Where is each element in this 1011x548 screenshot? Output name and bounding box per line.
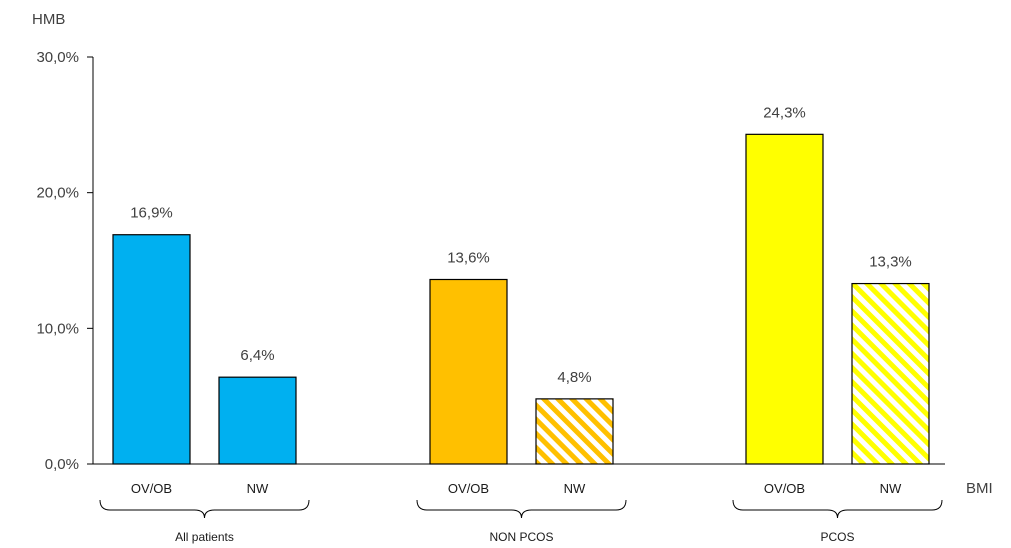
category-label: OV/OB xyxy=(448,481,489,496)
group-brace xyxy=(416,499,627,519)
y-axis-title: HMB xyxy=(32,11,65,28)
data-label: 4,8% xyxy=(557,369,591,386)
category-labels: OV/OB NW OV/OB NW OV/OB NW xyxy=(131,481,902,496)
bar xyxy=(851,282,930,465)
y-tick-label: 20,0% xyxy=(36,185,79,202)
bar xyxy=(218,376,297,465)
group-label: PCOS xyxy=(820,530,854,544)
bar xyxy=(535,398,614,465)
y-tick-label: 0,0% xyxy=(45,456,79,473)
category-label: OV/OB xyxy=(764,481,805,496)
x-axis-title: BMI xyxy=(966,480,993,497)
data-label: 6,4% xyxy=(240,347,274,364)
y-tick-label: 30,0% xyxy=(36,49,79,66)
category-label: NW xyxy=(247,481,269,496)
data-label: 13,3% xyxy=(869,254,912,271)
y-tick-label: 10,0% xyxy=(36,320,79,337)
bars xyxy=(112,133,930,465)
data-labels: 16,9% 6,4% 13,6% 4,8% 24,3% 13,3% xyxy=(130,104,912,386)
data-label: 24,3% xyxy=(763,104,806,121)
y-axis: 0,0% 10,0% 20,0% 30,0% xyxy=(36,49,94,473)
group-label: NON PCOS xyxy=(489,530,553,544)
category-label: NW xyxy=(880,481,902,496)
group-braces xyxy=(99,499,943,519)
data-label: 16,9% xyxy=(130,205,173,222)
data-label: 13,6% xyxy=(447,249,490,266)
group-brace xyxy=(99,499,310,519)
group-brace xyxy=(732,499,943,519)
bar xyxy=(429,278,508,465)
category-label: OV/OB xyxy=(131,481,172,496)
bar xyxy=(745,133,824,465)
group-labels: All patients NON PCOS PCOS xyxy=(175,530,854,544)
bar xyxy=(112,234,191,465)
category-label: NW xyxy=(564,481,586,496)
group-label: All patients xyxy=(175,530,234,544)
